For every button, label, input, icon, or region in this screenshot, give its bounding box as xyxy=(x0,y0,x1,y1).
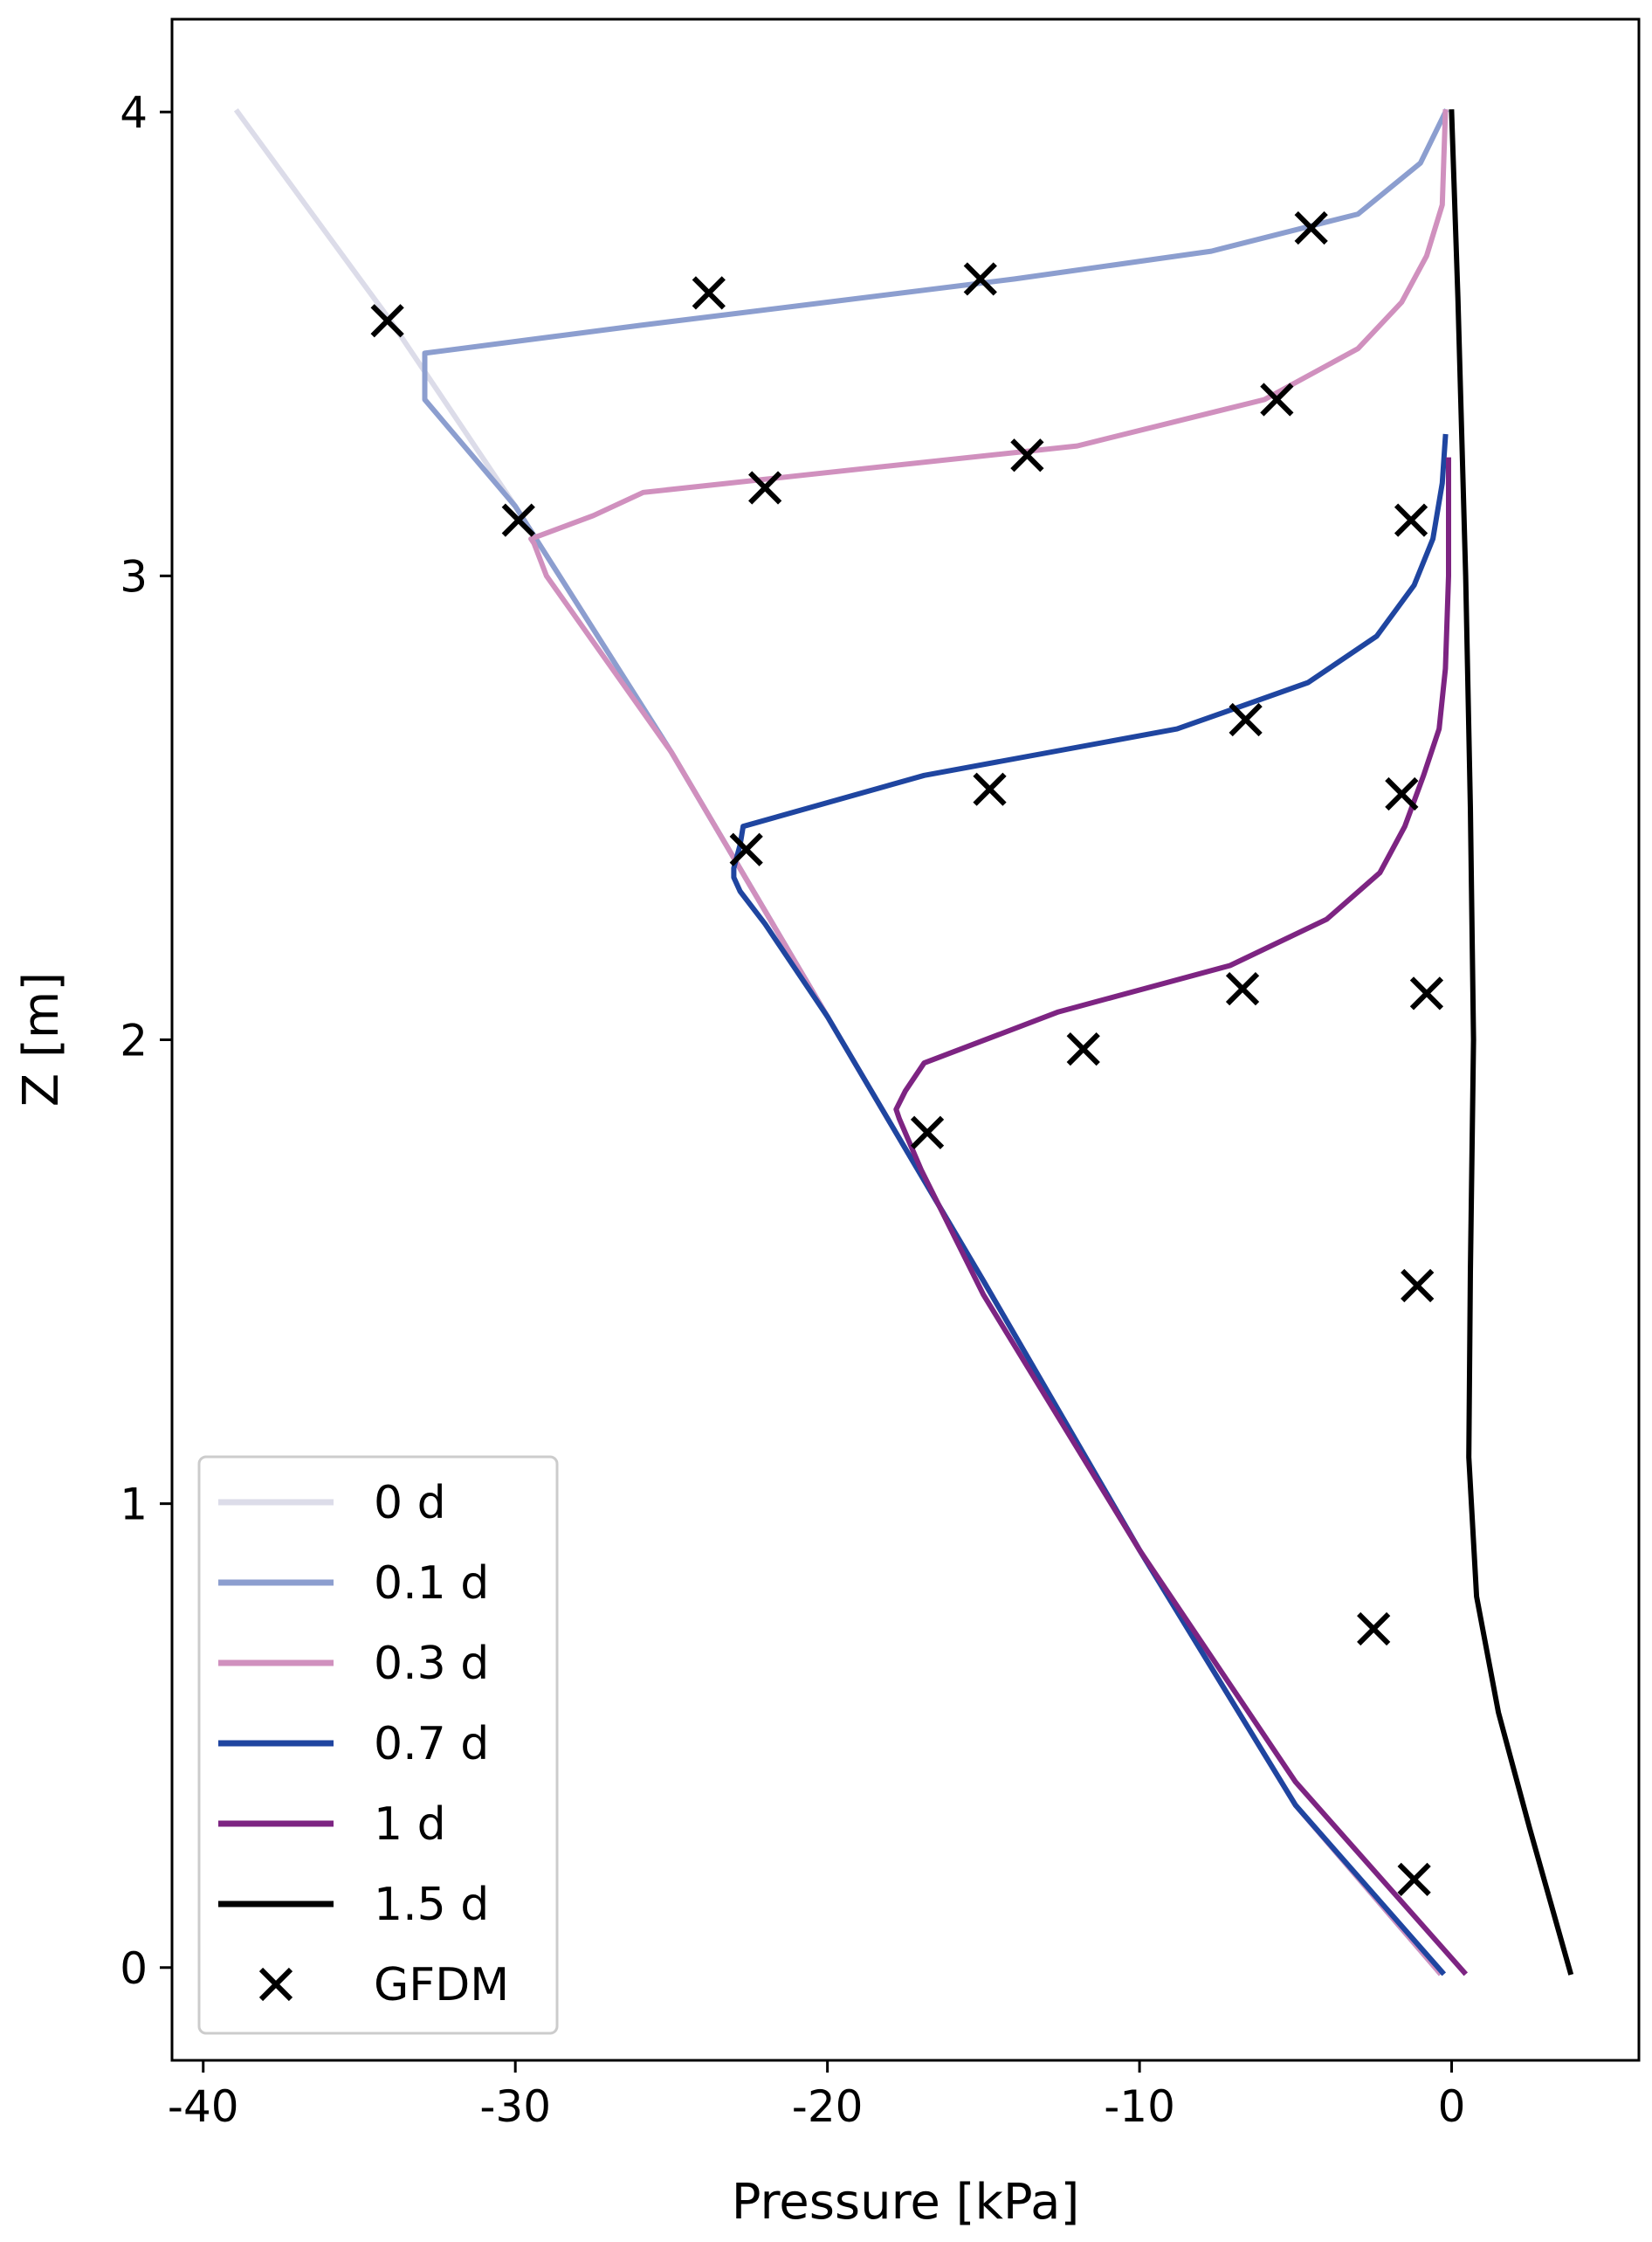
y-tick-label: 0 xyxy=(120,1943,148,1994)
series-line-5 xyxy=(1449,109,1574,1976)
x-tick-label: -30 xyxy=(479,2081,551,2132)
legend-box xyxy=(197,1455,559,2035)
legend-label-3: 0.7 d xyxy=(374,1718,489,1770)
y-tick-label: 1 xyxy=(120,1480,148,1530)
series-line-4 xyxy=(893,457,1469,1976)
legend: 0 d 0.1 d 0.3 d 0.7 d 1 d 1.5 d GFDM xyxy=(197,1455,559,2035)
legend-label-4: 1 d xyxy=(374,1798,446,1851)
series-lines xyxy=(233,108,1574,1976)
gfdm-marker xyxy=(370,304,404,338)
legend-swatch-gfdm xyxy=(258,1967,293,2002)
legend-label-gfdm: GFDM xyxy=(374,1959,509,2011)
gfdm-marker xyxy=(1229,702,1263,737)
gfdm-marker xyxy=(501,503,535,537)
y-tick-label: 4 xyxy=(120,87,148,138)
gfdm-marker xyxy=(729,832,763,866)
y-tick-label: 3 xyxy=(120,551,148,602)
gfdm-marker xyxy=(1397,1862,1431,1896)
legend-label-5: 1.5 d xyxy=(374,1879,489,1931)
legend-label-1: 0.1 d xyxy=(374,1557,489,1610)
x-tick-label: -20 xyxy=(792,2081,864,2132)
gfdm-marker xyxy=(1357,1611,1391,1646)
gfdm-marker xyxy=(1385,776,1419,811)
legend-items: 0 d 0.1 d 0.3 d 0.7 d 1 d 1.5 d GFDM xyxy=(218,1477,509,2011)
y-axis: 0 1 2 3 4 xyxy=(120,87,172,1994)
series-line-2 xyxy=(528,109,1449,1976)
gfdm-marker xyxy=(1394,503,1428,537)
series-line-1 xyxy=(422,108,1449,1976)
gfdm-marker xyxy=(1409,976,1444,1011)
gfdm-marker xyxy=(973,772,1007,806)
y-axis-label: Z [m] xyxy=(13,972,70,1107)
x-axis: -40 -30 -20 -10 0 xyxy=(168,2060,1466,2132)
gfdm-marker xyxy=(1225,971,1260,1006)
legend-label-0: 0 d xyxy=(374,1477,446,1529)
x-axis-label: Pressure [kPa] xyxy=(732,2174,1080,2231)
legend-label-2: 0.3 d xyxy=(374,1638,489,1690)
gfdm-markers xyxy=(370,210,1444,1896)
x-tick-label: 0 xyxy=(1438,2081,1466,2132)
gfdm-marker xyxy=(963,262,997,296)
x-tick-label: -10 xyxy=(1104,2081,1175,2132)
gfdm-marker xyxy=(910,1115,945,1149)
plot-area xyxy=(170,17,1641,2062)
gfdm-marker xyxy=(1401,1268,1435,1303)
gfdm-marker xyxy=(1294,210,1328,245)
gfdm-marker xyxy=(692,276,726,310)
x-tick-label: -40 xyxy=(168,2081,239,2132)
gfdm-marker xyxy=(1066,1031,1100,1066)
gfdm-marker xyxy=(1010,438,1044,473)
gfdm-marker xyxy=(1260,383,1294,417)
y-tick-label: 2 xyxy=(120,1016,148,1066)
series-line-3 xyxy=(731,433,1449,1976)
gfdm-marker xyxy=(748,471,782,505)
